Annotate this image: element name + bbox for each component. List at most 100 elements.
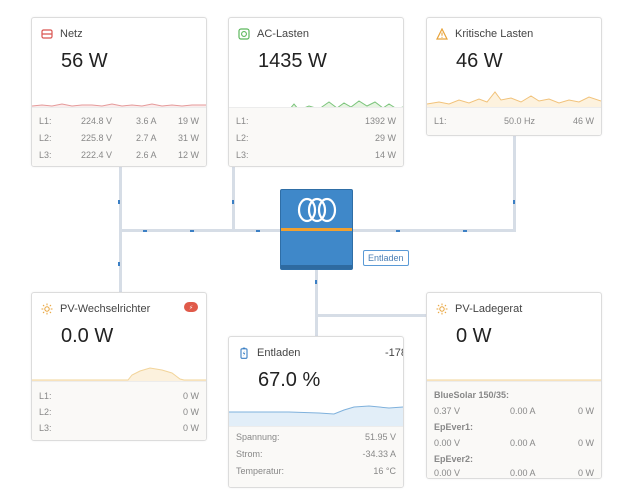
pv-charger-chart — [427, 379, 601, 381]
grid-row-voltage: 225.8 V — [81, 133, 113, 143]
connector-grid-vertical — [119, 166, 122, 230]
pv-charger-title: PV-Ladegerat — [455, 303, 523, 315]
pv-inverter-title: PV-Wechselrichter — [60, 303, 151, 315]
critical-loads-chart — [427, 91, 601, 108]
inverter-stripe — [281, 228, 352, 231]
grid-row-l1: L1: 224.8 V 3.6 A 19 W — [39, 116, 199, 128]
charger-power: 0 W — [577, 438, 594, 448]
flow-dot — [513, 200, 515, 204]
flow-dot — [190, 230, 194, 232]
pv-charger-card[interactable]: PV-Ladegerat 0 W BlueSolar 150/35: 0.37 … — [426, 292, 602, 479]
ac-row-l1: L1: 1392 W — [236, 116, 396, 128]
flow-dot — [232, 200, 234, 204]
battery-soc: 67.0 % — [258, 369, 321, 391]
charger-current: 0.00 A — [510, 406, 536, 416]
ac-row-label: L3: — [236, 150, 249, 160]
ac-row-l2: L2: 29 W — [236, 133, 396, 145]
ac-plug-icon — [238, 28, 250, 40]
pv-inverter-card-header: PV-Wechselrichter — [41, 303, 150, 315]
ac-row-power: 29 W — [374, 133, 396, 143]
battery-table: Spannung: 51.95 V Strom: -34.33 A Temper… — [229, 426, 403, 487]
flow-dot — [256, 230, 260, 232]
flow-dot — [315, 280, 317, 284]
battery-title: Entladen — [257, 347, 301, 359]
charger-current: 0.00 A — [510, 438, 536, 448]
warning-triangle-icon — [436, 28, 448, 40]
pv-inverter-chart — [32, 367, 206, 381]
ac-loads-title: AC-Lasten — [257, 28, 309, 40]
pv-inverter-card[interactable]: PV-Wechselrichter ⚡ 0.0 W L1: 0 W L2: 0 … — [31, 292, 207, 441]
critical-row-power: 46 W — [572, 116, 594, 126]
grid-card[interactable]: Netz 56 W L1: 224.8 V 3.6 A 19 W L2: 225… — [31, 17, 207, 167]
battery-row-label: Strom: — [236, 449, 263, 459]
battery-row-value: 16 °C — [373, 466, 396, 476]
ac-loads-power: 1435 W — [258, 50, 327, 72]
pv-row-label: L3: — [39, 423, 52, 433]
charger-voltage: 0.37 V — [434, 406, 461, 416]
pv-row-label: L1: — [39, 391, 52, 401]
flow-dot — [118, 200, 120, 204]
pv-row-l1: L1: 0 W — [39, 391, 199, 403]
pv-charger-power: 0 W — [456, 325, 492, 347]
critical-row-label: L1: — [434, 116, 447, 126]
battery-card-header: Entladen -1783 W — [238, 347, 403, 359]
pv-row-power: 0 W — [182, 391, 199, 401]
pv-status-badge-icon[interactable]: ⚡ — [184, 302, 198, 312]
grid-row-power: 12 W — [177, 150, 199, 160]
connector-battery-vertical — [315, 268, 318, 338]
ac-row-power: 1392 W — [364, 116, 396, 126]
grid-card-header: Netz — [41, 28, 83, 40]
grid-power: 56 W — [61, 50, 108, 72]
pv-inverter-power: 0.0 W — [61, 325, 114, 347]
inverter-state-badge: Entladen — [363, 250, 409, 266]
charger-device-name: EpEver1: — [434, 422, 474, 432]
ac-loads-table: L1: 1392 W L2: 29 W L3: 14 W — [229, 107, 403, 166]
connector-pv-vertical — [119, 229, 122, 293]
battery-row-value: 51.95 V — [364, 432, 396, 442]
pv-row-l3: L3: 0 W — [39, 423, 199, 435]
charger-device-row: 0.00 V 0.00 A 0 W — [434, 438, 594, 450]
ac-row-l3: L3: 14 W — [236, 150, 396, 162]
flow-dot — [118, 262, 120, 266]
battery-row-value: -34.33 A — [362, 449, 396, 459]
critical-loads-power: 46 W — [456, 50, 503, 72]
charger-power: 0 W — [577, 468, 594, 478]
pv-row-power: 0 W — [182, 407, 199, 417]
pv-row-label: L2: — [39, 407, 52, 417]
ac-loads-card[interactable]: AC-Lasten 1435 W L1: 1392 W L2: 29 W L3:… — [228, 17, 404, 167]
charger-device-name: EpEver2: — [434, 454, 474, 464]
charger-current: 0.00 A — [510, 468, 536, 478]
critical-loads-table: L1: 50.0 Hz 46 W — [427, 107, 601, 135]
flow-dot — [463, 230, 467, 232]
charger-device-row: 0.00 V 0.00 A 0 W — [434, 468, 594, 478]
charger-voltage: 0.00 V — [434, 438, 461, 448]
flow-dot — [143, 230, 147, 232]
pv-row-l2: L2: 0 W — [39, 407, 199, 419]
critical-loads-card[interactable]: Kritische Lasten 46 W L1: 50.0 Hz 46 W — [426, 17, 602, 136]
charger-device-name: BlueSolar 150/35: — [434, 390, 510, 400]
inverter-box[interactable] — [280, 189, 353, 270]
battery-row-voltage: Spannung: 51.95 V — [236, 432, 396, 444]
battery-card[interactable]: Entladen -1783 W 67.0 % Spannung: 51.95 … — [228, 336, 404, 488]
charger-voltage: 0.00 V — [434, 468, 461, 478]
grid-row-label: L2: — [39, 133, 52, 143]
grid-row-voltage: 224.8 V — [81, 116, 113, 126]
grid-row-l2: L2: 225.8 V 2.7 A 31 W — [39, 133, 199, 145]
critical-row-l1: L1: 50.0 Hz 46 W — [434, 116, 594, 128]
ac-row-label: L1: — [236, 116, 249, 126]
svg-text:⚡: ⚡ — [189, 305, 193, 312]
ac-row-label: L2: — [236, 133, 249, 143]
pv-row-power: 0 W — [182, 423, 199, 433]
connector-critical-vertical — [513, 135, 516, 231]
grid-row-current: 2.6 A — [136, 150, 157, 160]
grid-row-label: L1: — [39, 116, 52, 126]
battery-power: -1783 W — [385, 347, 403, 359]
grid-row-label: L3: — [39, 150, 52, 160]
ac-loads-card-header: AC-Lasten — [238, 28, 309, 40]
battery-row-temperature: Temperatur: 16 °C — [236, 466, 396, 478]
grid-meter-icon — [41, 29, 53, 39]
battery-row-label: Spannung: — [236, 432, 280, 442]
critical-loads-title: Kritische Lasten — [455, 28, 534, 40]
grid-row-power: 31 W — [177, 133, 199, 143]
inverter-base — [281, 265, 352, 269]
